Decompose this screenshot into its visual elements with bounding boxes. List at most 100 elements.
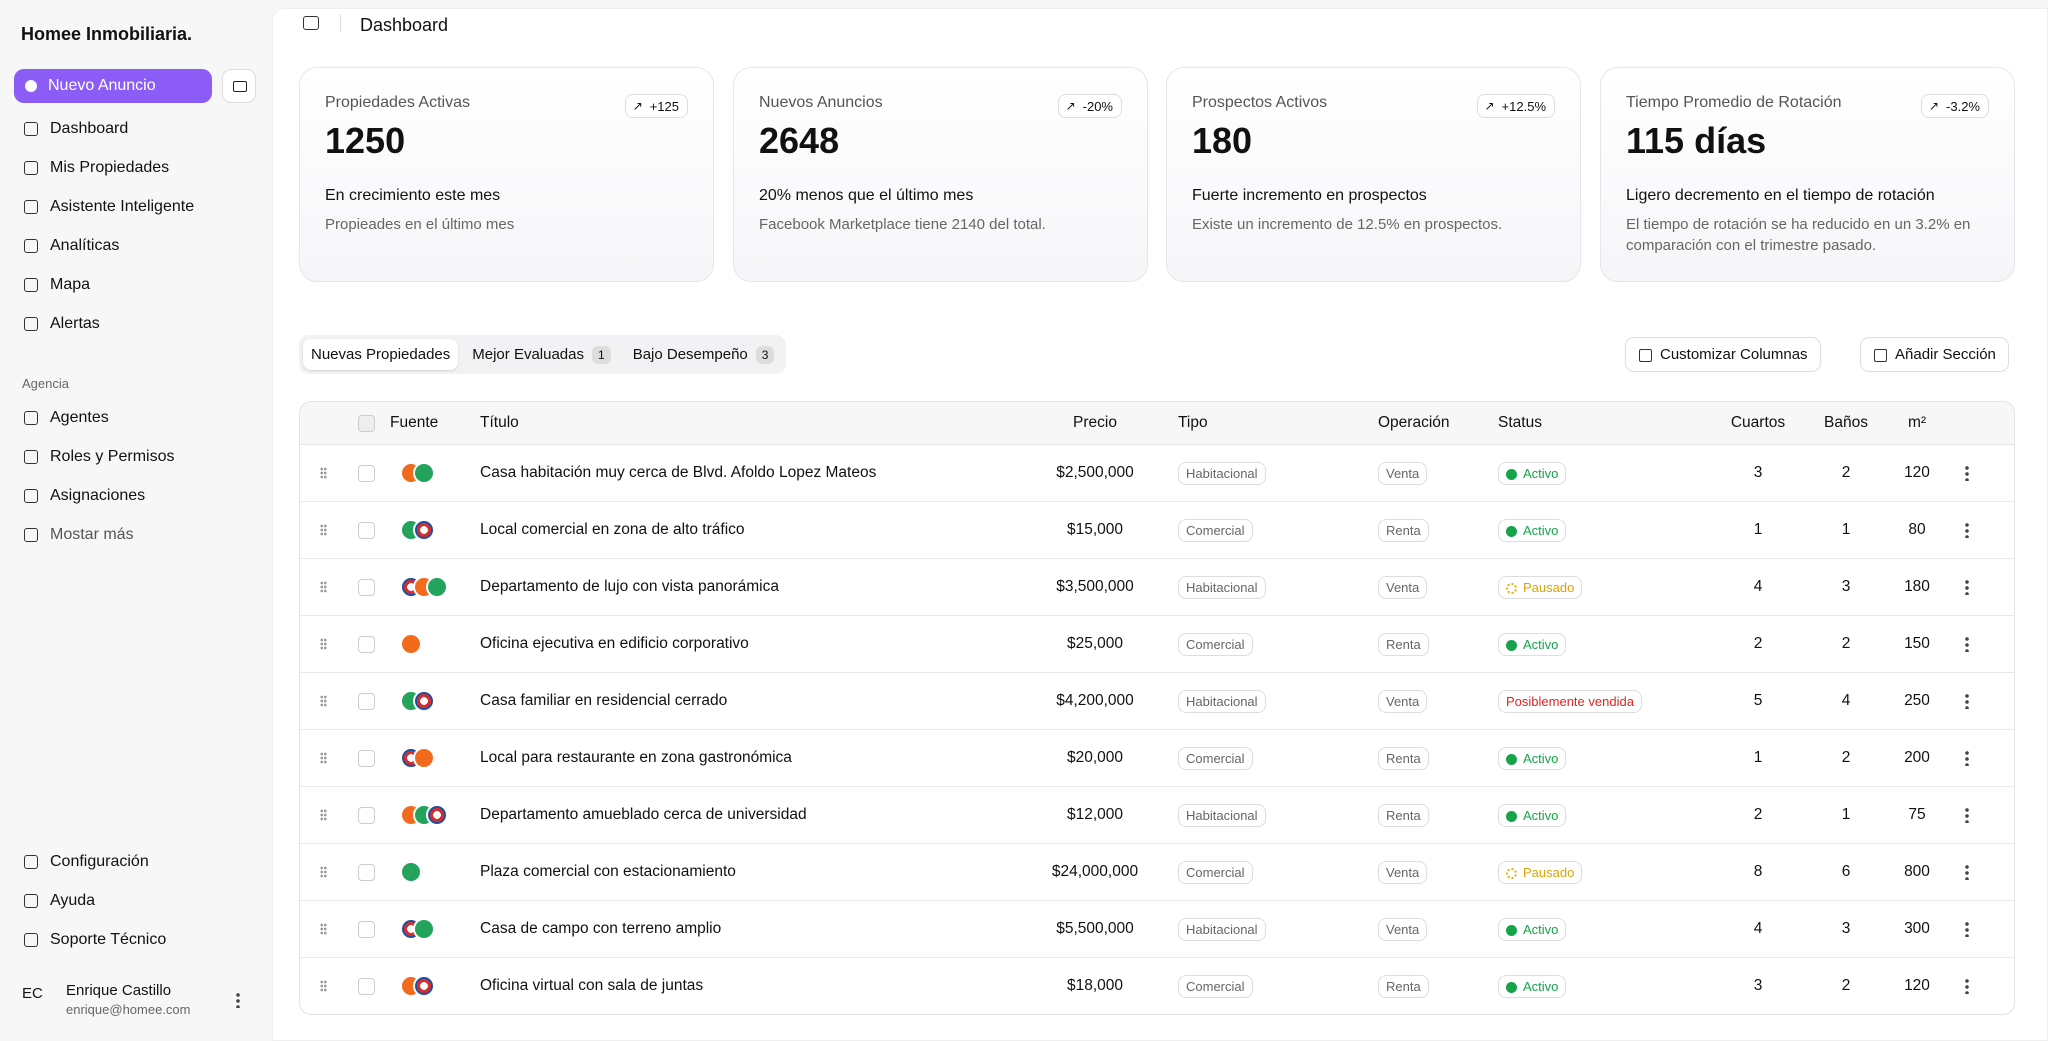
source-icons [400,445,480,501]
status-cell: Activo [1498,787,1698,843]
checkbox[interactable] [358,864,375,881]
checkbox[interactable] [358,978,375,995]
row-menu[interactable] [1965,693,1969,709]
operation-cell: Venta [1378,559,1498,615]
nav-item[interactable]: Soporte Técnico [24,928,166,952]
tab[interactable]: Mejor Evaluadas1 [464,339,618,370]
source-icon [426,804,448,826]
nav-item[interactable]: Asignaciones [24,484,145,508]
drag-handle[interactable] [320,752,327,764]
menu-cell [1965,502,1985,558]
new-listing-button[interactable]: Nuevo Anuncio [14,69,212,103]
checkbox[interactable] [358,636,375,653]
table-row: Casa de campo con terreno amplio$5,500,0… [300,901,2014,958]
row-menu[interactable] [1965,636,1969,652]
type-badge: Habitacional [1178,462,1266,485]
drag-handle[interactable] [320,638,327,650]
row-menu[interactable] [1965,522,1969,538]
drag-handle[interactable] [320,980,327,992]
checkbox[interactable] [358,579,375,596]
row-menu[interactable] [1965,750,1969,766]
status-badge: Pausado [1498,576,1582,599]
checkbox[interactable] [358,465,375,482]
menu-cell [1965,787,1985,843]
checkbox[interactable] [358,522,375,539]
nav-item[interactable]: Alertas [24,312,100,336]
source-icons [400,958,480,1014]
checkbox[interactable] [358,693,375,710]
title: Departamento de lujo con vista panorámic… [480,559,1040,615]
checkbox-cell [358,445,388,501]
nav-icon [24,122,38,136]
operation-cell: Venta [1378,445,1498,501]
checkbox[interactable] [358,921,375,938]
type-badge: Comercial [1178,975,1253,998]
status-cell: Activo [1498,445,1698,501]
status-cell: Activo [1498,730,1698,786]
user-name: Enrique Castillo [66,982,171,999]
card-description: Facebook Marketplace tiene 2140 del tota… [759,214,1129,235]
bathrooms: 2 [1813,616,1879,672]
drag-handle[interactable] [320,809,327,821]
drag-handle[interactable] [320,467,327,479]
inbox-button[interactable] [222,69,256,103]
row-menu[interactable] [1965,807,1969,823]
source-icon [426,576,448,598]
type-badge: Habitacional [1178,918,1266,941]
row-menu[interactable] [1965,921,1969,937]
drag-handle[interactable] [320,524,327,536]
nav-item[interactable]: Mostar más [24,523,134,547]
nav-item[interactable]: Mapa [24,273,90,297]
source-icons [400,844,480,900]
type-cell: Comercial [1178,502,1378,558]
tab[interactable]: Nuevas Propiedades [303,339,458,370]
nav-item[interactable]: Analíticas [24,234,119,258]
nav-item[interactable]: Roles y Permisos [24,445,174,469]
operation-badge: Renta [1378,975,1429,998]
price: $12,000 [1040,787,1150,843]
checkbox[interactable] [358,807,375,824]
drag-handle[interactable] [320,866,327,878]
nav-item[interactable]: Asistente Inteligente [24,195,194,219]
bedrooms: 3 [1703,445,1813,501]
drag-handle[interactable] [320,923,327,935]
status-badge: Activo [1498,918,1566,941]
row-menu[interactable] [1965,978,1969,994]
nav-label: Alertas [50,315,100,333]
checkbox[interactable] [358,415,375,432]
bathrooms: 1 [1813,787,1879,843]
nav-item[interactable]: Ayuda [24,889,95,913]
type-cell: Comercial [1178,616,1378,672]
drag-cell [320,958,330,1014]
user-email: enrique@homee.com [66,1002,190,1017]
stat-card: Propiedades Activas1250+125En crecimient… [299,67,714,282]
drag-handle[interactable] [320,581,327,593]
user-menu[interactable] [236,992,240,1008]
checkbox-cell [358,730,388,786]
sidebar-toggle[interactable] [303,16,319,30]
row-menu[interactable] [1965,579,1969,595]
type-badge: Habitacional [1178,690,1266,713]
area: 300 [1882,901,1952,957]
nav-item[interactable]: Configuración [24,850,149,874]
table-row: Departamento amueblado cerca de universi… [300,787,2014,844]
nav-item[interactable]: Agentes [24,406,109,430]
tab[interactable]: Bajo Desempeño3 [625,339,783,370]
column-header: Precio [1040,402,1150,444]
add-section-button[interactable]: Añadir Sección [1860,337,2009,372]
customize-columns-button[interactable]: Customizar Columnas [1625,337,1821,372]
row-menu[interactable] [1965,864,1969,880]
bedrooms: 4 [1703,559,1813,615]
status-badge: Activo [1498,804,1566,827]
row-menu[interactable] [1965,465,1969,481]
nav-item[interactable]: Dashboard [24,117,128,141]
card-value: 115 días [1626,120,1766,162]
checkbox[interactable] [358,750,375,767]
nav-item[interactable]: Mis Propiedades [24,156,169,180]
price: $24,000,000 [1040,844,1150,900]
menu-cell [1965,958,1985,1014]
drag-handle[interactable] [320,695,327,707]
type-badge: Habitacional [1178,576,1266,599]
nav-label: Soporte Técnico [50,931,166,949]
card-badge: -3.2% [1921,94,1989,118]
